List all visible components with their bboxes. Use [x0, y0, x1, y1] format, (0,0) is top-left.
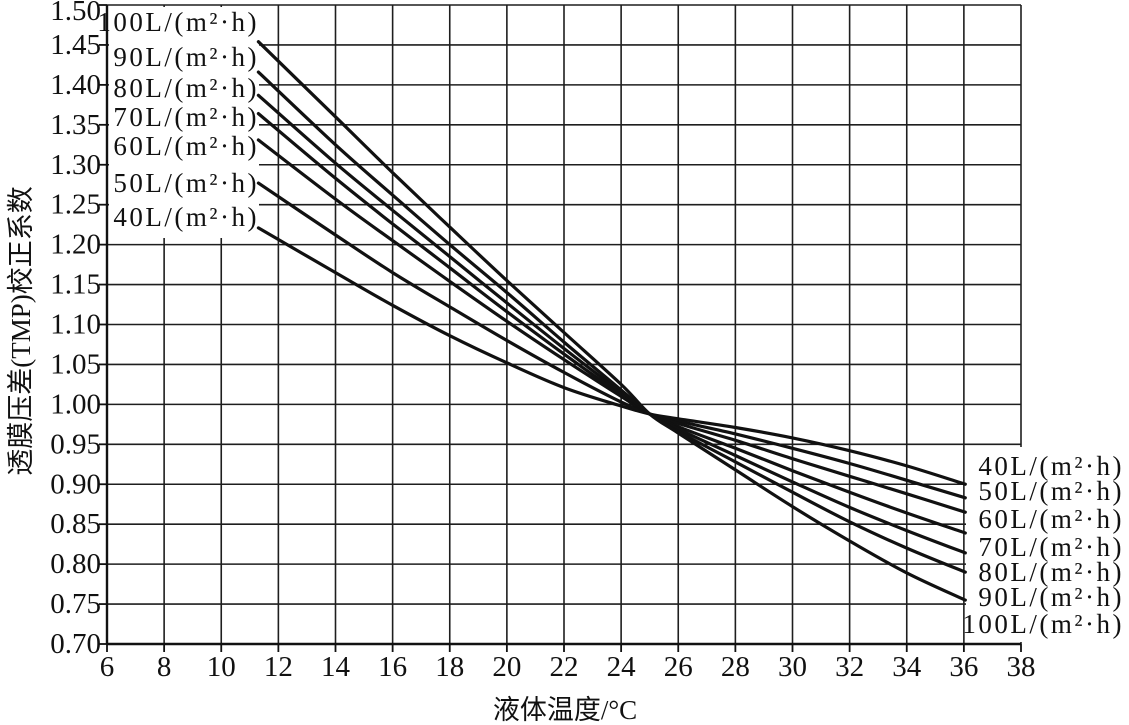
y-tick-label: 1.20 [50, 229, 101, 261]
y-tick-label: 1.45 [50, 29, 101, 61]
x-tick-label: 36 [949, 651, 978, 683]
series-line-80 [256, 93, 967, 555]
x-tick-label: 12 [264, 651, 293, 683]
x-tick-label: 34 [892, 651, 922, 683]
series-line-70 [256, 112, 967, 535]
label-backgrounds [109, 7, 1129, 642]
series-label-right-50: 50L/(m²·h) [978, 476, 1124, 506]
series-label-left-60: 60L/(m²·h) [113, 131, 259, 161]
y-tick-label: 1.25 [50, 189, 101, 221]
y-tick-label: 1.30 [50, 149, 101, 181]
series-label-left-40: 40L/(m²·h) [113, 202, 259, 232]
series-labels: 40L/(m²·h)40L/(m²·h)50L/(m²·h)50L/(m²·h)… [97, 7, 1124, 639]
series-label-left-70: 70L/(m²·h) [113, 102, 259, 132]
series-label-right-80: 80L/(m²·h) [978, 557, 1124, 587]
x-tick-label: 14 [321, 651, 351, 683]
x-tick-label: 20 [492, 651, 521, 683]
x-tick-label: 6 [100, 651, 115, 683]
series-line-90 [256, 70, 967, 574]
axes [105, 5, 1021, 646]
series-label-right-90: 90L/(m²·h) [978, 582, 1124, 612]
tick-labels: 6 8 10 12 14 16 18 20 22 24 26 28 30 32 34 36 38 0.70 0.75… [50, 0, 1035, 683]
series-label-left-50: 50L/(m²·h) [113, 168, 259, 198]
x-tick-label: 24 [607, 651, 637, 683]
y-tick-label: 0.90 [50, 468, 101, 500]
x-axis-label: 液体温度/°C [493, 695, 637, 725]
series-label-left-80: 80L/(m²·h) [113, 73, 259, 103]
series-label-left-100: 100L/(m²·h) [97, 7, 259, 37]
y-tick-label: 1.05 [50, 348, 101, 380]
label-background-right [966, 447, 1129, 642]
series-label-right-60: 60L/(m²·h) [978, 504, 1124, 534]
y-tick-label: 0.85 [50, 508, 101, 540]
y-axis-label: 透膜压差(TMP)校正系数 [6, 186, 36, 476]
x-tick-label: 28 [721, 651, 750, 683]
series-line-100 [256, 40, 967, 602]
y-tick-label: 0.80 [50, 548, 101, 580]
x-tick-label: 16 [378, 651, 407, 683]
y-tick-label: 1.50 [50, 0, 101, 27]
label-background-left [109, 7, 259, 238]
series-label-right-70: 70L/(m²·h) [978, 532, 1124, 562]
x-tick-label: 8 [157, 651, 172, 683]
series-line-50 [256, 181, 967, 500]
x-tick-label: 32 [835, 651, 864, 683]
series-line-40 [256, 226, 967, 486]
y-tick-label: 0.95 [50, 428, 101, 460]
x-tick-label: 10 [207, 651, 236, 683]
y-tick-label: 0.70 [50, 628, 101, 660]
x-tick-label: 26 [664, 651, 693, 683]
y-tick-label: 1.40 [50, 69, 101, 101]
x-tick-label: 22 [550, 651, 579, 683]
y-tick-label: 1.15 [50, 269, 101, 301]
series-label-right-100: 100L/(m²·h) [962, 609, 1124, 639]
series-label-right-40: 40L/(m²·h) [978, 451, 1124, 481]
series-lines [256, 40, 967, 602]
series-label-left-90: 90L/(m²·h) [113, 42, 259, 72]
y-tick-label: 1.10 [50, 309, 101, 341]
x-tick-label: 38 [1007, 651, 1036, 683]
x-tick-label: 30 [778, 651, 807, 683]
y-tick-label: 0.75 [50, 588, 101, 620]
y-tick-label: 1.35 [50, 109, 101, 141]
x-tick-label: 18 [435, 651, 464, 683]
y-tick-label: 1.00 [50, 388, 101, 420]
